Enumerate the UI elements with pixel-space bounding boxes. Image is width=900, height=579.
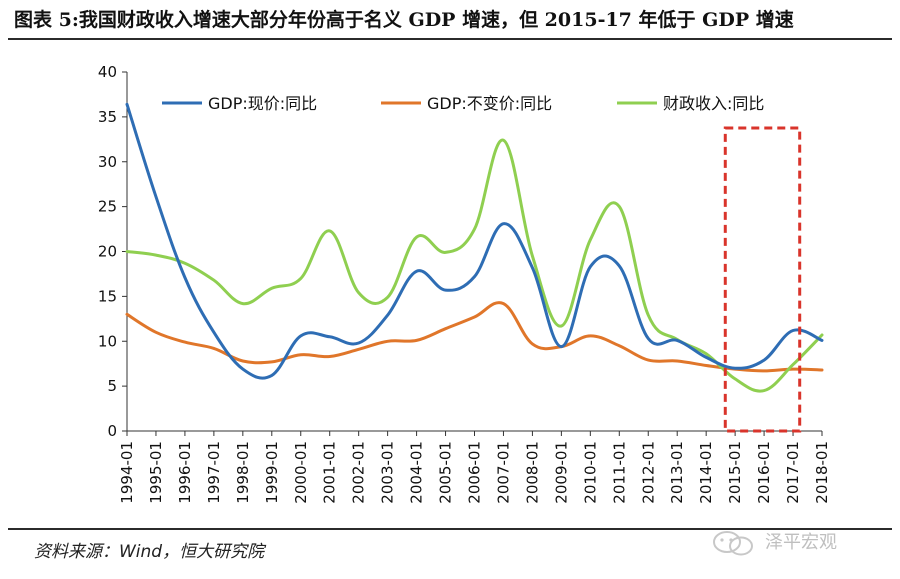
bottom-rule — [8, 528, 892, 530]
x-tick-label: 1998-01 — [234, 441, 252, 504]
chart-title: 图表 5:我国财政收入增速大部分年份高于名义 GDP 增速，但 2015-17 … — [14, 9, 794, 31]
wechat-icon — [713, 531, 753, 556]
x-tick-label: 2009-01 — [552, 441, 570, 504]
x-tick-label: 1996-01 — [176, 441, 194, 504]
y-tick-label: 25 — [98, 198, 117, 216]
y-tick-label: 30 — [98, 153, 117, 171]
x-tick-label: 2018-01 — [813, 441, 831, 504]
x-tick-label: 1995-01 — [147, 441, 165, 504]
legend-label-1: GDP:不变价:同比 — [427, 94, 552, 113]
series-line-0 — [125, 102, 824, 380]
x-tick-label: 2000-01 — [292, 441, 310, 504]
x-tick-label: 2014-01 — [697, 441, 715, 504]
x-tick-label: 2006-01 — [466, 441, 484, 504]
x-tick-label: 2001-01 — [321, 441, 339, 504]
x-tick-label: 2011-01 — [610, 441, 628, 504]
series-line-2 — [125, 138, 824, 393]
x-tick-label: 1997-01 — [205, 441, 223, 504]
y-tick-label: 5 — [107, 377, 117, 395]
watermark-text: 泽平宏观 — [765, 532, 837, 553]
x-tick-label: 2016-01 — [755, 441, 773, 504]
highlight-box — [723, 126, 802, 433]
line-chart: 0 5 10 15 20 25 30 35 40 1994-01 1995-01 1996-01 199… — [98, 63, 831, 504]
top-rule — [8, 38, 892, 40]
y-tick-label: 10 — [98, 332, 117, 350]
x-tick-label: 2002-01 — [350, 441, 368, 504]
x-tick-label: 2017-01 — [784, 441, 802, 504]
x-tick-label: 2004-01 — [408, 441, 426, 504]
x-tick-label: 2003-01 — [379, 441, 397, 504]
y-tick-label: 0 — [107, 422, 117, 440]
y-tick-label: 40 — [98, 63, 117, 81]
x-tick-label: 2007-01 — [494, 441, 512, 504]
x-tick-label: 1999-01 — [263, 441, 281, 504]
y-tick-label: 35 — [98, 108, 117, 126]
x-tick-label: 2015-01 — [726, 441, 744, 504]
x-tick-label: 2012-01 — [639, 441, 657, 504]
x-tick-label: 2005-01 — [437, 441, 455, 504]
legend-label-2: 财政收入:同比 — [663, 94, 764, 113]
source-note: 资料来源：Wind，恒大研究院 — [34, 542, 265, 562]
x-tick-label: 1994-01 — [118, 441, 136, 504]
x-tick-label: 2013-01 — [668, 441, 686, 504]
x-tick-label: 2008-01 — [523, 441, 541, 504]
legend-label-0: GDP:现价:同比 — [208, 94, 317, 113]
series-line-1 — [125, 301, 824, 373]
x-tick-label: 2010-01 — [581, 441, 599, 504]
watermark: 泽平宏观 — [705, 528, 870, 558]
y-tick-label: 15 — [98, 287, 117, 305]
y-tick-label: 20 — [98, 243, 117, 261]
